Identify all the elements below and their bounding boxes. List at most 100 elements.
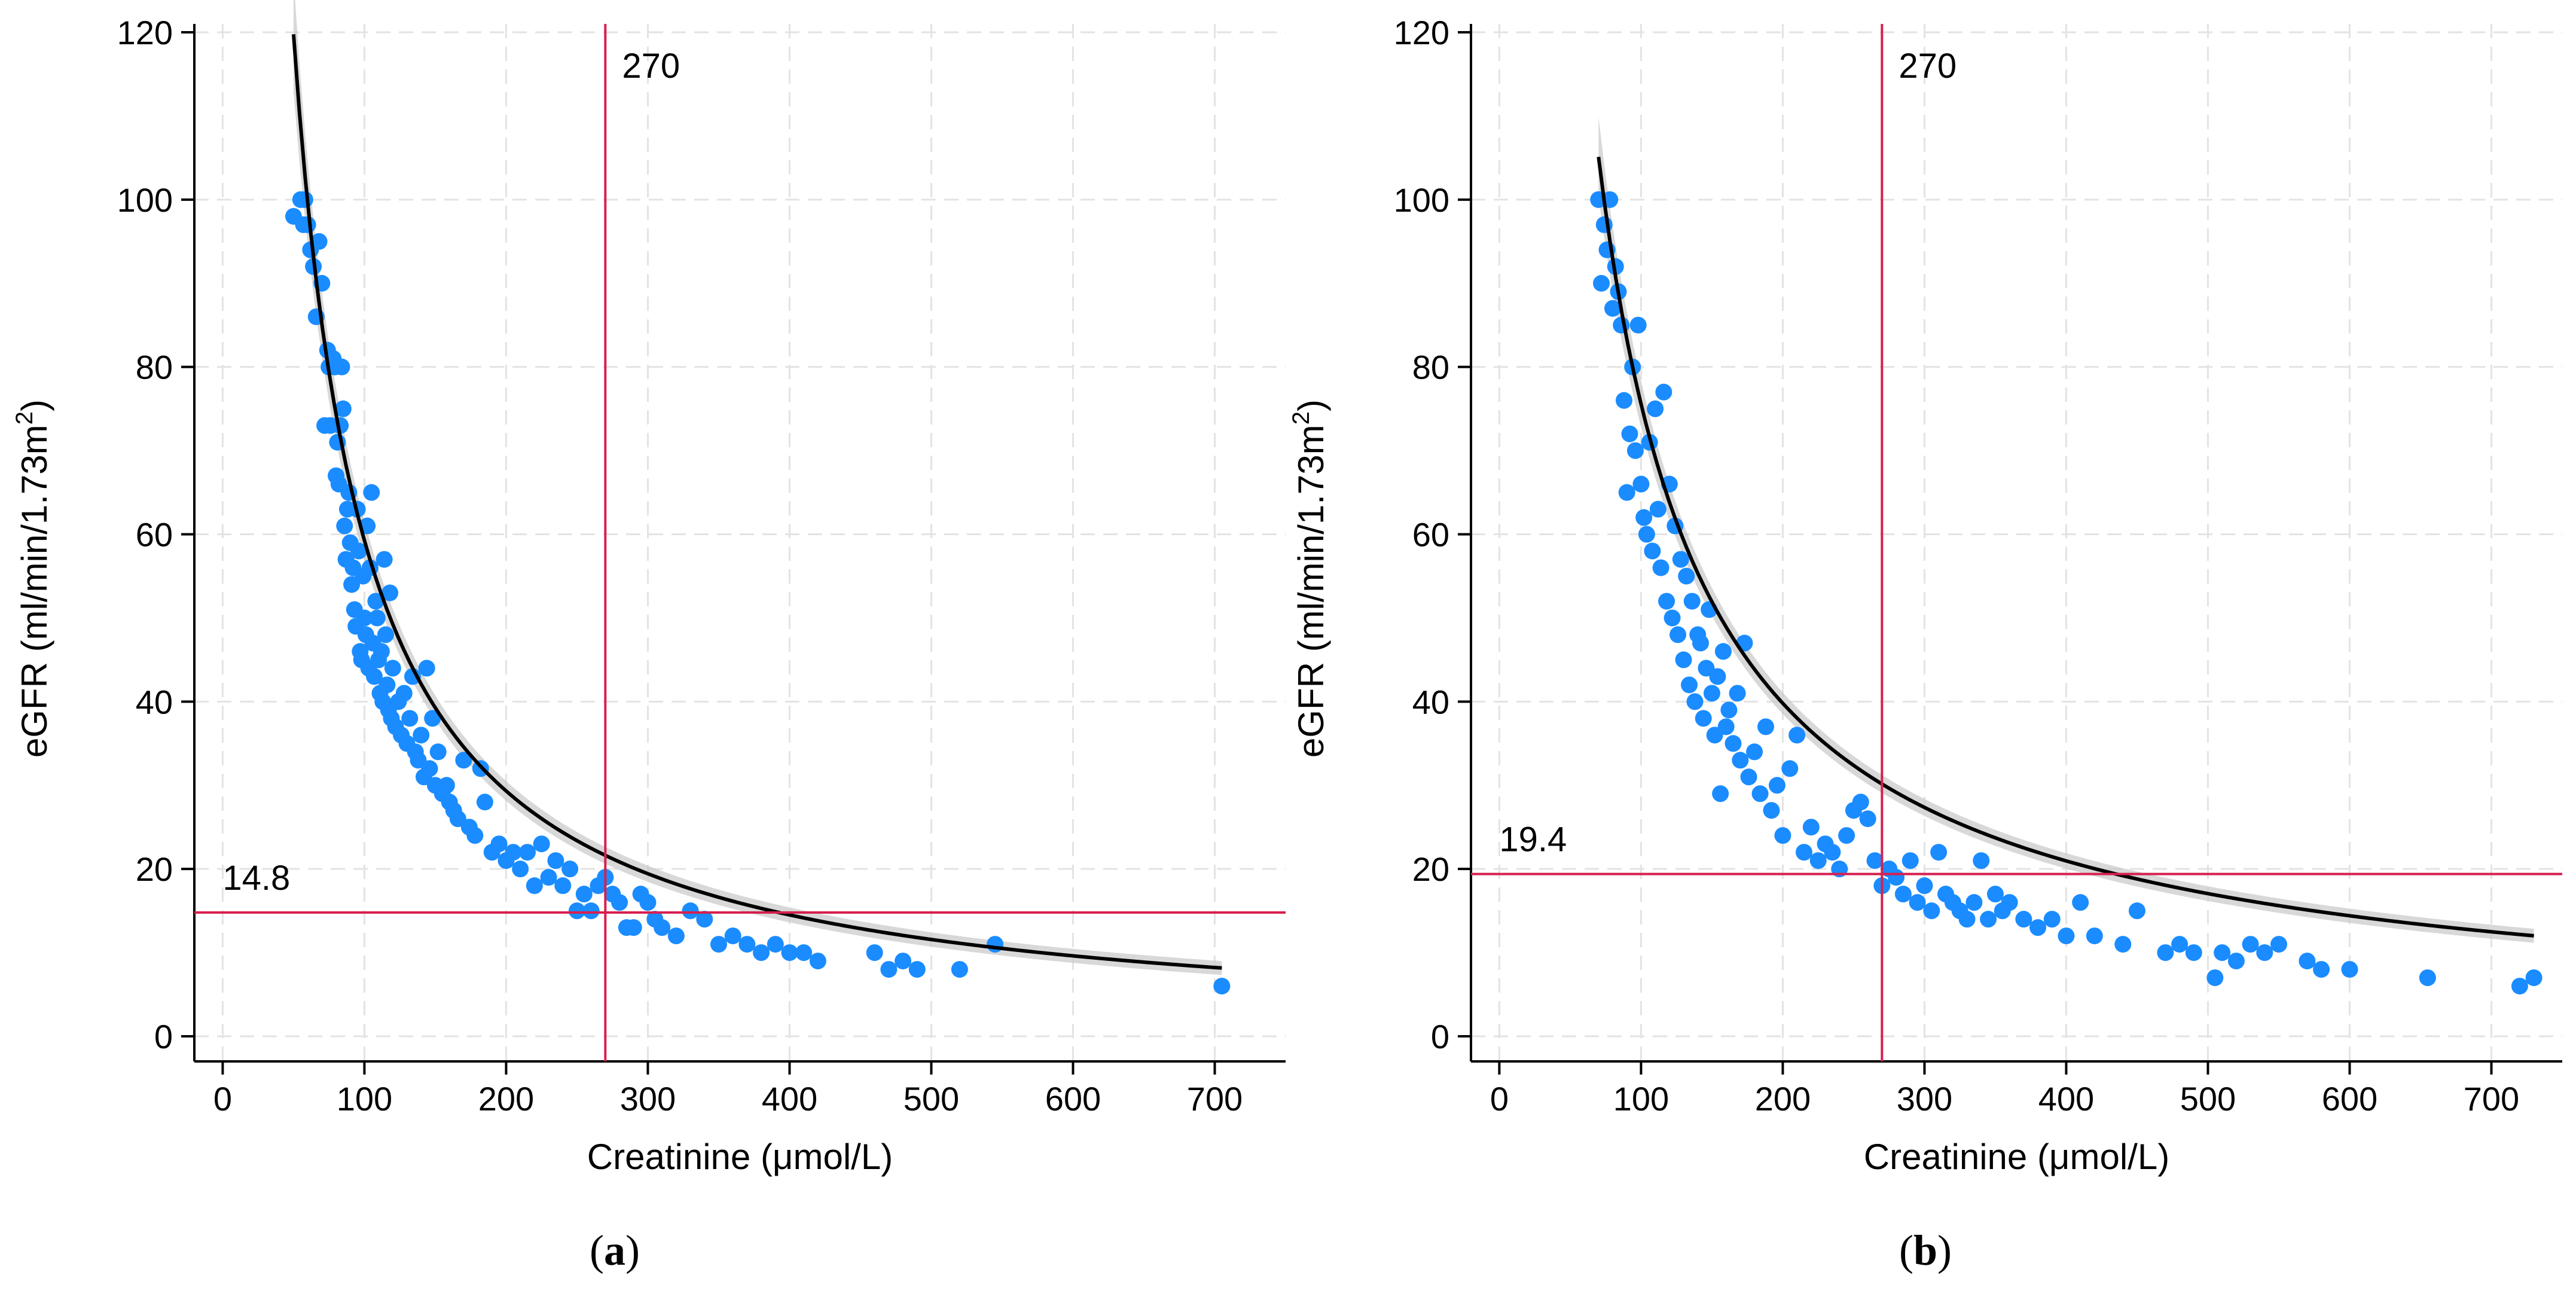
data-point xyxy=(781,944,798,962)
data-point xyxy=(1644,542,1661,560)
x-tick-label: 400 xyxy=(762,1080,817,1118)
data-point xyxy=(2029,919,2047,936)
data-point xyxy=(710,936,727,953)
data-point xyxy=(2511,978,2528,995)
data-point xyxy=(1768,777,1786,794)
data-point xyxy=(667,927,685,945)
data-point xyxy=(547,852,564,869)
data-point xyxy=(1809,852,1827,869)
data-point xyxy=(639,894,657,911)
panel-label-b: (b) xyxy=(1899,1226,1952,1274)
data-point xyxy=(1838,827,1855,844)
data-point xyxy=(1658,593,1675,610)
data-point xyxy=(1655,383,1672,401)
data-point xyxy=(1751,785,1769,802)
data-point xyxy=(379,676,396,694)
data-point xyxy=(1781,760,1799,777)
y-tick-label: 60 xyxy=(136,516,173,554)
y-tick-label: 120 xyxy=(1394,14,1449,51)
data-point xyxy=(2341,961,2358,978)
data-point xyxy=(1774,827,1791,844)
data-point xyxy=(296,191,313,208)
data-point xyxy=(1593,274,1610,292)
data-point xyxy=(421,760,438,777)
reference-label-horizontal: 14.8 xyxy=(222,859,290,898)
data-point xyxy=(682,902,699,920)
y-tick-label: 0 xyxy=(154,1018,173,1055)
data-point xyxy=(333,358,350,376)
data-point xyxy=(1888,869,1905,886)
x-tick-label: 700 xyxy=(1187,1080,1243,1118)
data-point xyxy=(366,668,383,685)
data-point xyxy=(1647,400,1664,417)
data-point xyxy=(1717,718,1735,736)
data-point xyxy=(1652,559,1669,576)
panel-b: 0 100 200 300 400 500 600 700 0 20 40 60 80 100 120 Cre… xyxy=(1288,14,2562,1177)
data-point xyxy=(554,877,572,895)
data-point xyxy=(795,944,813,962)
data-point xyxy=(1681,676,1698,694)
data-point xyxy=(696,911,713,928)
x-tick-label: 500 xyxy=(904,1080,959,1118)
data-point xyxy=(356,609,373,627)
data-point xyxy=(2214,944,2231,962)
data-point xyxy=(1909,894,1926,911)
y-tick-label: 0 xyxy=(1431,1018,1449,1055)
data-point xyxy=(1692,634,1709,652)
data-point xyxy=(1746,743,1763,761)
data-point xyxy=(1802,819,1820,836)
data-point xyxy=(1732,752,1749,769)
data-point xyxy=(1958,911,1976,928)
data-point xyxy=(568,902,585,920)
y-tick-label: 40 xyxy=(136,683,173,721)
data-point xyxy=(1965,894,1983,911)
data-point xyxy=(1669,626,1687,643)
data-point xyxy=(526,877,543,895)
data-point xyxy=(367,593,384,610)
data-point xyxy=(2072,894,2089,911)
data-point xyxy=(1626,442,1644,459)
data-point xyxy=(809,953,826,970)
data-point xyxy=(1824,844,1841,861)
data-point xyxy=(1894,886,1912,903)
data-point xyxy=(363,484,380,501)
data-point xyxy=(2227,953,2245,970)
data-point xyxy=(1649,501,1667,518)
data-point xyxy=(376,551,393,568)
data-point xyxy=(476,794,493,811)
data-point xyxy=(987,936,1004,953)
data-point xyxy=(418,660,435,677)
x-tick-label: 100 xyxy=(1613,1080,1669,1118)
data-point xyxy=(384,660,401,677)
data-point xyxy=(1852,794,1869,811)
x-tick-label: 400 xyxy=(2038,1080,2094,1118)
data-point xyxy=(1629,316,1647,334)
data-point xyxy=(490,835,508,853)
data-point xyxy=(1859,810,1876,828)
data-point xyxy=(540,869,557,886)
data-point xyxy=(2242,936,2259,953)
data-point xyxy=(2313,961,2330,978)
y-tick-label: 40 xyxy=(1412,683,1449,721)
data-point xyxy=(373,643,390,660)
y-tick-label: 80 xyxy=(136,349,173,386)
data-point xyxy=(512,860,529,878)
data-point xyxy=(1638,526,1655,543)
data-point xyxy=(429,743,447,761)
data-point xyxy=(1709,668,1726,685)
data-point xyxy=(1213,978,1231,995)
data-point xyxy=(1615,392,1632,409)
data-point xyxy=(438,777,455,794)
x-axis-title: Creatinine (μmol/L) xyxy=(1864,1137,2169,1177)
data-point xyxy=(2058,927,2075,945)
data-point xyxy=(424,710,441,727)
y-tick-label: 100 xyxy=(117,181,173,219)
data-point xyxy=(767,936,784,953)
y-tick-label: 60 xyxy=(1412,516,1449,554)
data-point xyxy=(738,936,756,953)
data-point xyxy=(1980,911,1997,928)
data-point xyxy=(1795,844,1812,861)
data-point xyxy=(1729,685,1746,702)
x-tick-label: 200 xyxy=(478,1080,534,1118)
